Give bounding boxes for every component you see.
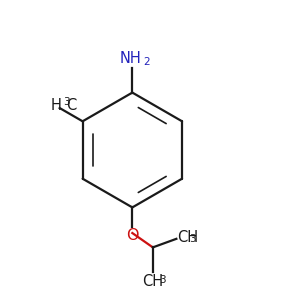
Text: 3: 3 [64, 97, 70, 107]
Text: CH: CH [178, 230, 199, 245]
Text: 2: 2 [143, 57, 150, 67]
Text: 3: 3 [189, 234, 195, 244]
Text: NH: NH [120, 51, 142, 66]
Text: C: C [66, 98, 76, 113]
Text: O: O [126, 228, 139, 243]
Text: CH: CH [142, 274, 164, 289]
Text: H: H [50, 98, 61, 113]
Text: 3: 3 [159, 275, 166, 285]
